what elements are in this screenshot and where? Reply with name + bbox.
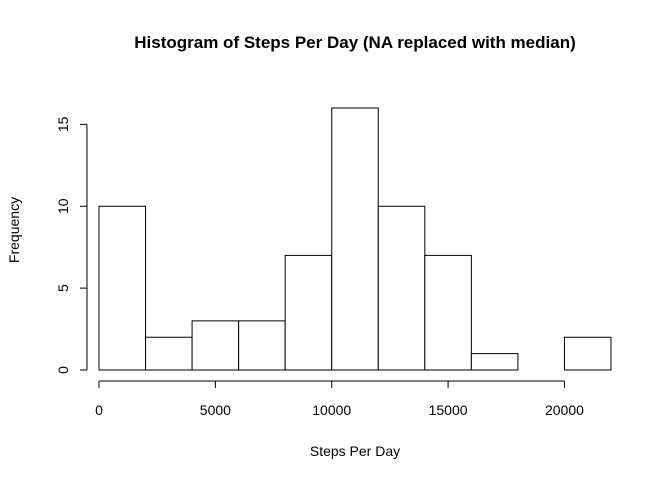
- y-tick-label: 0: [55, 366, 71, 374]
- histogram-bar: [238, 320, 286, 371]
- histogram-bar: [98, 205, 147, 371]
- y-tick-label: 5: [55, 284, 71, 292]
- histogram-bar: [331, 107, 379, 371]
- chart-title: Histogram of Steps Per Day (NA replaced …: [134, 33, 575, 52]
- x-tick-label: 20000: [545, 402, 584, 418]
- histogram-bar: [377, 205, 426, 371]
- y-axis-title: Frequency: [6, 197, 22, 263]
- histogram-bar: [145, 336, 193, 371]
- histogram-bar: [563, 336, 612, 371]
- y-tick-label: 15: [55, 116, 71, 132]
- histogram-bar: [470, 353, 519, 371]
- histogram-bar: [191, 320, 240, 371]
- x-tick-label: 15000: [429, 402, 468, 418]
- histogram-bar: [424, 254, 472, 371]
- x-axis-title: Steps Per Day: [310, 443, 400, 459]
- x-axis: 0 5000 10000 15000 20000: [95, 380, 584, 418]
- histogram-bar: [284, 254, 333, 371]
- x-tick-label: 0: [95, 402, 103, 418]
- x-tick-label: 5000: [200, 402, 231, 418]
- y-tick-label: 10: [55, 198, 71, 214]
- x-tick-label: 10000: [312, 402, 351, 418]
- bars-layer: [98, 107, 612, 371]
- y-axis: 0 5 10 15: [55, 116, 88, 374]
